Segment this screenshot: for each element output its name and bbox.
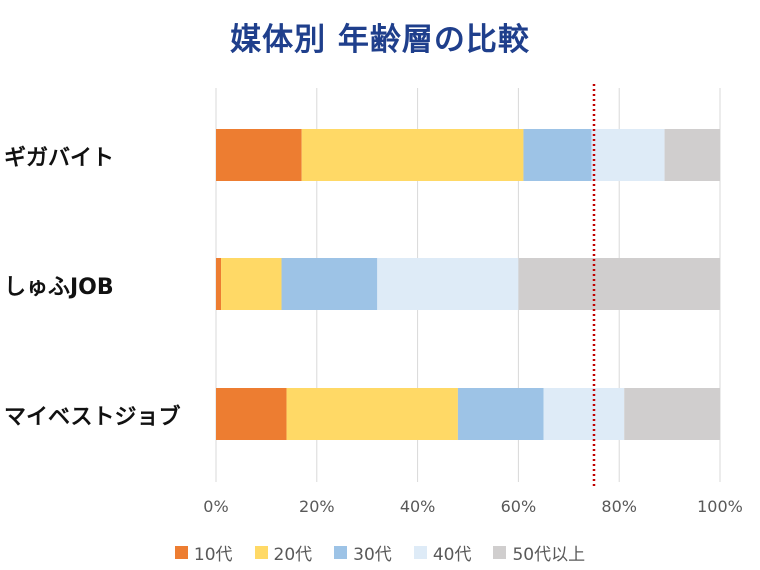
bar-segment — [664, 129, 720, 181]
legend-swatch — [413, 546, 427, 559]
bar-segment — [216, 129, 302, 181]
bar-segment — [221, 258, 282, 310]
bar-segment — [301, 129, 524, 181]
legend-swatch — [334, 546, 348, 559]
legend-item: 10代 — [174, 540, 233, 565]
bar-segment — [543, 388, 625, 440]
category-label: ギガバイト — [4, 146, 115, 171]
bar-segment — [216, 388, 287, 440]
x-tick-label: 20% — [299, 497, 335, 516]
bar-segment — [523, 129, 592, 181]
legend-label: 10代 — [193, 545, 233, 565]
legend-swatch — [254, 546, 268, 559]
legend-label: 50代以上 — [512, 545, 586, 565]
legend-swatch — [174, 546, 188, 559]
category-label: マイベストジョブ — [4, 405, 181, 430]
bar-segment — [216, 258, 222, 310]
x-tick-label: 40% — [399, 497, 436, 516]
x-tick-label: 0% — [203, 497, 229, 516]
category-label: しゅふJOB — [4, 275, 114, 300]
legend-label: 20代 — [273, 545, 313, 565]
legend-item: 40代 — [413, 540, 472, 565]
bar-segment — [624, 388, 720, 440]
legend: 10代 20代 30代 40代 50代以上 — [0, 540, 760, 565]
bar-segment — [281, 258, 378, 310]
legend-item: 20代 — [254, 540, 313, 565]
legend-label: 40代 — [432, 545, 472, 565]
legend-label: 30代 — [353, 545, 392, 565]
bar-segment — [591, 129, 665, 181]
legend-item: 50代以上 — [493, 540, 585, 565]
bar-segment — [377, 258, 519, 310]
legend-item: 30代 — [334, 540, 392, 565]
legend-swatch — [493, 546, 507, 559]
bar-segment — [286, 388, 458, 440]
x-tick-label: 100% — [697, 497, 743, 516]
bar-segment — [457, 388, 544, 440]
chart-title: 媒体別 年齢層の比較 — [230, 22, 530, 58]
bar-segment — [518, 258, 720, 310]
x-tick-label: 60% — [500, 497, 537, 516]
x-tick-label: 80% — [601, 497, 637, 516]
